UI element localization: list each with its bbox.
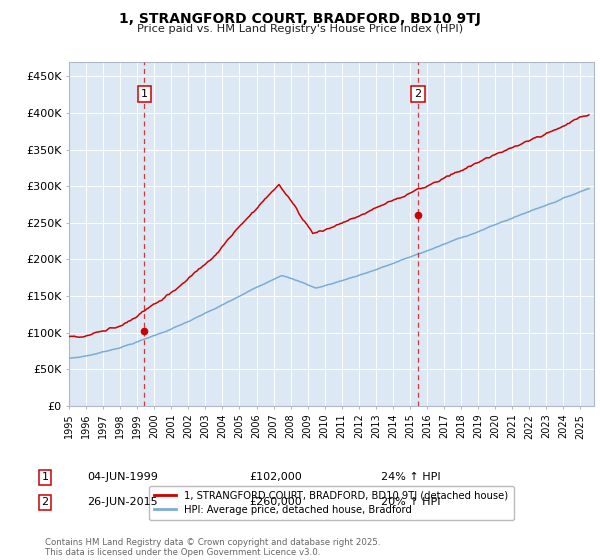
Text: 1: 1 xyxy=(41,472,49,482)
Text: 2: 2 xyxy=(415,89,422,99)
Text: 1, STRANGFORD COURT, BRADFORD, BD10 9TJ: 1, STRANGFORD COURT, BRADFORD, BD10 9TJ xyxy=(119,12,481,26)
Text: Price paid vs. HM Land Registry's House Price Index (HPI): Price paid vs. HM Land Registry's House … xyxy=(137,24,463,34)
Text: £260,000: £260,000 xyxy=(249,497,302,507)
Legend: 1, STRANGFORD COURT, BRADFORD, BD10 9TJ (detached house), HPI: Average price, de: 1, STRANGFORD COURT, BRADFORD, BD10 9TJ … xyxy=(149,486,514,520)
Text: Contains HM Land Registry data © Crown copyright and database right 2025.
This d: Contains HM Land Registry data © Crown c… xyxy=(45,538,380,557)
Text: 24% ↑ HPI: 24% ↑ HPI xyxy=(381,472,440,482)
Text: 1: 1 xyxy=(141,89,148,99)
Text: 2: 2 xyxy=(41,497,49,507)
Text: 04-JUN-1999: 04-JUN-1999 xyxy=(87,472,158,482)
Text: 26-JUN-2015: 26-JUN-2015 xyxy=(87,497,158,507)
Text: £102,000: £102,000 xyxy=(249,472,302,482)
Text: 20% ↑ HPI: 20% ↑ HPI xyxy=(381,497,440,507)
